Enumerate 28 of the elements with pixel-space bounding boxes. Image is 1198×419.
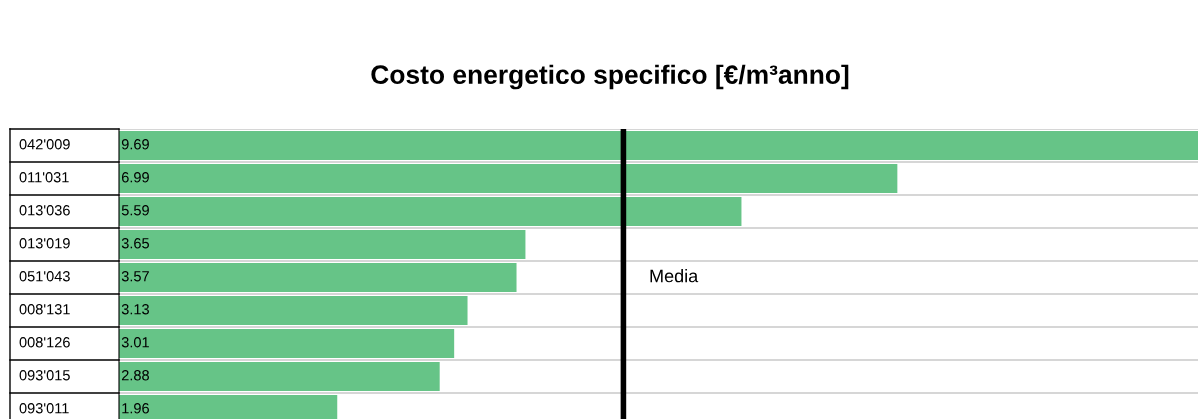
data-label: 3.13 bbox=[121, 304, 149, 315]
data-label: 9.69 bbox=[121, 139, 149, 150]
data-label: 3.01 bbox=[121, 337, 149, 348]
ref-line-label: Media bbox=[650, 269, 699, 283]
bar bbox=[119, 295, 468, 326]
data-label: 1.96 bbox=[122, 403, 149, 414]
bar bbox=[119, 130, 1198, 161]
y-tick-label: 013'036 bbox=[19, 205, 70, 216]
data-label: 3.65 bbox=[121, 238, 149, 249]
bar bbox=[119, 361, 440, 392]
bar bbox=[119, 229, 526, 260]
data-label: 5.59 bbox=[121, 205, 149, 216]
y-tick-label: 093'015 bbox=[19, 370, 70, 381]
y-tick-label: 093'011 bbox=[19, 403, 69, 414]
chart-title: Costo energetico specifico [€/m³anno] bbox=[371, 64, 849, 90]
y-tick-label: 013'019 bbox=[19, 238, 70, 249]
data-label: 3.57 bbox=[121, 271, 149, 282]
bar bbox=[119, 262, 517, 293]
y-tick-label: 008'131 bbox=[19, 304, 70, 315]
data-label: 2.88 bbox=[121, 370, 149, 381]
y-tick-label: 042'009 bbox=[19, 139, 70, 150]
bar bbox=[119, 196, 742, 227]
y-tick-label: 008'126 bbox=[19, 337, 70, 348]
bar bbox=[119, 163, 898, 194]
data-label: 6.99 bbox=[121, 172, 149, 183]
y-tick-label: 011'031 bbox=[19, 172, 69, 183]
bar bbox=[119, 328, 455, 359]
y-tick-label: 051'043 bbox=[19, 271, 70, 282]
